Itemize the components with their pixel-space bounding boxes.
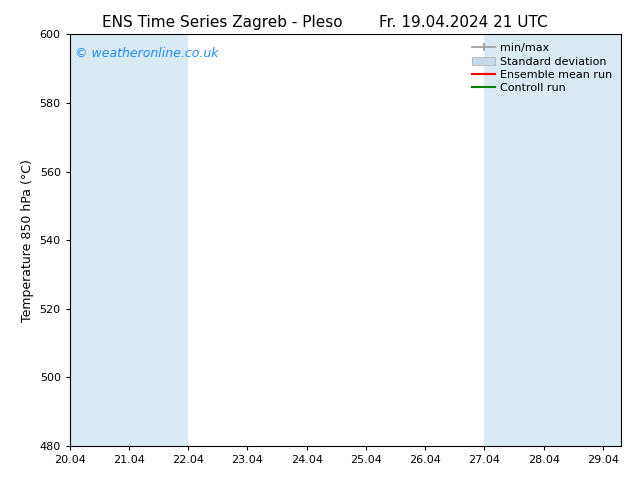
Bar [70,34,188,446]
Text: Fr. 19.04.2024 21 UTC: Fr. 19.04.2024 21 UTC [378,15,547,30]
Text: ENS Time Series Zagreb - Pleso: ENS Time Series Zagreb - Pleso [101,15,342,30]
Legend: min/max, Standard deviation, Ensemble mean run, Controll run: min/max, Standard deviation, Ensemble me… [469,40,616,97]
Text: © weatheronline.co.uk: © weatheronline.co.uk [75,47,219,60]
Bar [484,34,621,446]
Y-axis label: Temperature 850 hPa (°C): Temperature 850 hPa (°C) [21,159,34,321]
